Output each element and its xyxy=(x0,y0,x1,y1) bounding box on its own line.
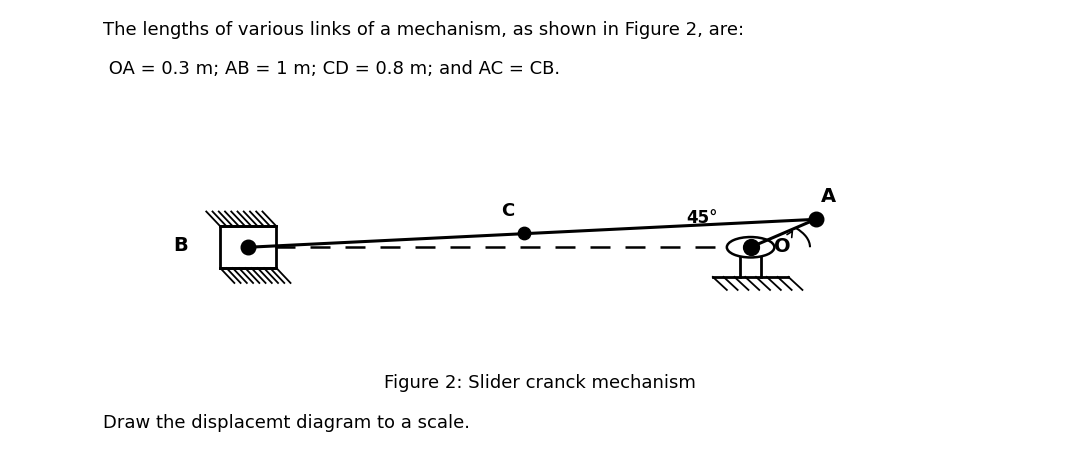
Text: 45°: 45° xyxy=(686,209,717,227)
Text: A: A xyxy=(821,187,836,206)
Point xyxy=(240,244,257,251)
Text: B: B xyxy=(173,236,188,255)
Text: O: O xyxy=(774,237,791,256)
Point xyxy=(807,216,824,224)
Point xyxy=(742,244,759,251)
Point xyxy=(515,230,532,238)
Text: The lengths of various links of a mechanism, as shown in Figure 2, are:: The lengths of various links of a mechan… xyxy=(103,21,744,39)
Text: Draw the displacemt diagram to a scale.: Draw the displacemt diagram to a scale. xyxy=(103,413,470,431)
Text: OA = 0.3 m; AB = 1 m; CD = 0.8 m; and AC = CB.: OA = 0.3 m; AB = 1 m; CD = 0.8 m; and AC… xyxy=(103,60,559,78)
Text: C: C xyxy=(501,202,514,220)
Text: Figure 2: Slider cranck mechanism: Figure 2: Slider cranck mechanism xyxy=(384,373,696,391)
